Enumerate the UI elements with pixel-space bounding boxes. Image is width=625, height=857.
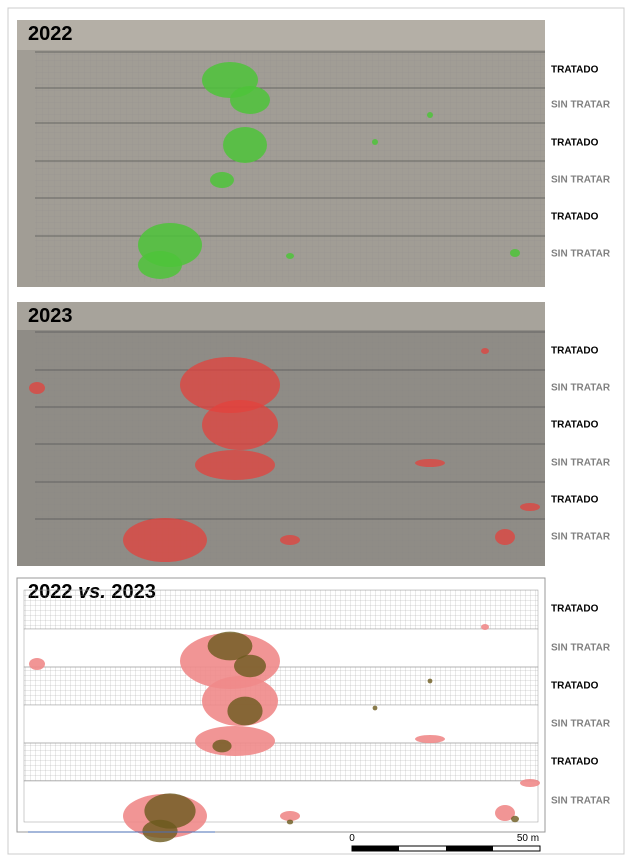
patch-2023 xyxy=(123,518,207,562)
patch-2023 xyxy=(29,382,45,394)
row-label: TRATADO xyxy=(551,346,599,357)
row-label: SIN TRATAR xyxy=(551,719,611,730)
patch-2023 xyxy=(195,726,275,756)
figure: 2022 2023 2022 vs. 2023 TRATADO SIN TRATA… xyxy=(0,0,625,857)
panel-title: 2022 xyxy=(28,23,73,45)
patch-2023 xyxy=(29,658,45,670)
patch-2023 xyxy=(520,779,540,787)
row-label: SIN TRATAR xyxy=(551,796,611,807)
patch-2022 xyxy=(372,139,378,145)
patch-2023 xyxy=(195,450,275,480)
patch-2022 xyxy=(234,655,266,677)
row-label: SIN TRATAR xyxy=(551,100,611,111)
patch-2023 xyxy=(481,348,489,354)
scale-label: 50 m xyxy=(517,833,539,844)
patch-2022 xyxy=(230,86,270,114)
patch-2023 xyxy=(481,624,489,630)
panel-comparison: 2022 vs. 2023 xyxy=(17,578,545,832)
patch-2022 xyxy=(286,253,294,259)
scale-label: 0 xyxy=(349,833,355,844)
row-label: TRATADO xyxy=(551,65,599,76)
field-row xyxy=(24,743,538,781)
patch-2022 xyxy=(427,112,433,118)
patch-2023 xyxy=(495,529,515,545)
row-label: SIN TRATAR xyxy=(551,383,611,394)
field-row xyxy=(24,705,538,743)
patch-2023 xyxy=(520,503,540,511)
field-row xyxy=(24,590,538,629)
row-label: SIN TRATAR xyxy=(551,458,611,469)
row-label: TRATADO xyxy=(551,681,599,692)
patch-2022 xyxy=(511,816,519,822)
patch-2022 xyxy=(138,251,182,279)
patch-2023 xyxy=(202,400,278,450)
field-row xyxy=(24,667,538,705)
patch-2023 xyxy=(415,735,445,743)
row-labels: TRATADO SIN TRATAR TRATADO SIN TRATAR TRATAD… xyxy=(551,65,611,807)
patch-2022 xyxy=(142,820,177,842)
patch-2023 xyxy=(280,811,300,821)
panel-2023: 2023 xyxy=(17,302,545,566)
row-label: SIN TRATAR xyxy=(551,532,611,543)
row-label: TRATADO xyxy=(551,212,599,223)
row-label: SIN TRATAR xyxy=(551,175,611,186)
patch-2023 xyxy=(280,535,300,545)
patch-2022 xyxy=(373,706,378,711)
panel-title: 2023 xyxy=(28,305,73,327)
patch-2022 xyxy=(287,820,293,825)
patch-2022 xyxy=(223,127,267,163)
patch-2022 xyxy=(212,740,231,753)
patch-2022 xyxy=(510,249,520,257)
row-label: SIN TRATAR xyxy=(551,643,611,654)
row-label: SIN TRATAR xyxy=(551,249,611,260)
row-label: TRATADO xyxy=(551,420,599,431)
panel-2022: 2022 xyxy=(17,20,545,287)
scale-bar: 0 50 m xyxy=(28,832,540,851)
patch-2022 xyxy=(210,172,234,188)
row-label: TRATADO xyxy=(551,757,599,768)
field-row xyxy=(24,629,538,667)
patch-2023 xyxy=(415,459,445,467)
row-label: TRATADO xyxy=(551,138,599,149)
row-label: TRATADO xyxy=(551,604,599,615)
patch-2022 xyxy=(428,679,433,684)
row-label: TRATADO xyxy=(551,495,599,506)
patch-2022 xyxy=(227,697,262,726)
